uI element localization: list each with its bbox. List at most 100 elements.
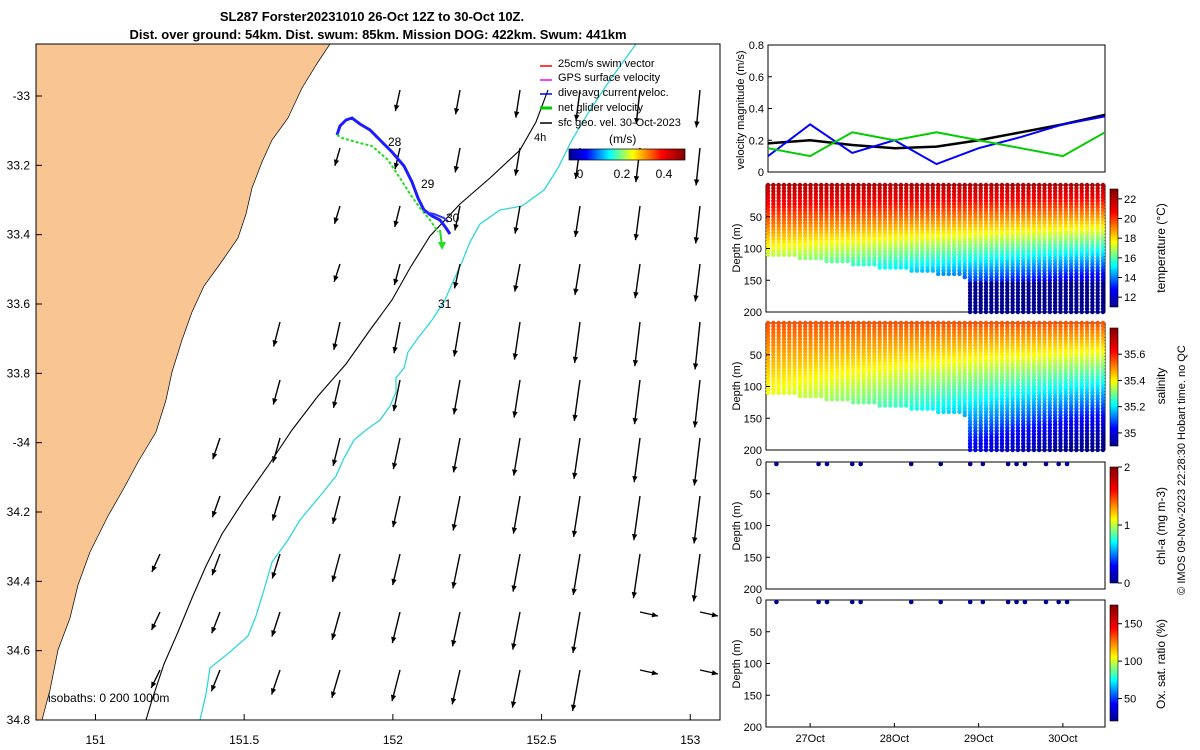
profile-sample [1015, 249, 1021, 254]
profile-sample [941, 182, 946, 188]
profile-sample [803, 201, 808, 207]
velocity-arrowhead [692, 479, 698, 486]
profile-sample [1100, 205, 1106, 210]
profile-sample [1074, 243, 1079, 248]
profile-sample [813, 249, 819, 254]
profile-sample [962, 330, 967, 335]
map-colorbar [568, 148, 686, 161]
profile-sample [904, 211, 909, 216]
profile-sample [1010, 227, 1015, 232]
profile-sample [1100, 255, 1106, 261]
profile-sample [935, 390, 941, 396]
profile-sample [861, 362, 866, 367]
profile-sample [978, 320, 983, 326]
profile-sample [856, 384, 861, 389]
profile-sample [818, 327, 824, 332]
profile-sample [1036, 447, 1042, 453]
profile-sample [866, 198, 872, 204]
profile-sample [818, 255, 824, 261]
velocity-arrow [694, 205, 701, 244]
profile-sample [850, 333, 856, 338]
profile-sample [1031, 320, 1037, 326]
profile-sample [888, 255, 893, 261]
profile-sample [1090, 336, 1095, 342]
profile-sample [797, 214, 803, 219]
profile-sample [1042, 320, 1047, 326]
profile-sample [989, 371, 994, 376]
profile-sample [1090, 293, 1095, 299]
profile-sample [1010, 281, 1015, 286]
profile-sample [1036, 198, 1042, 204]
profile-sample [781, 220, 787, 226]
profile-sample [1074, 425, 1079, 430]
profile-sample [818, 349, 824, 354]
profile-sample [1068, 306, 1074, 312]
profile-sample [840, 249, 845, 254]
profile-sample [1042, 214, 1047, 219]
profile-sample [1058, 262, 1063, 267]
profile-sample [1063, 346, 1068, 351]
profile-sample [1010, 412, 1015, 418]
profile-sample [973, 435, 978, 440]
profile-sample [882, 182, 888, 188]
profile-sample [973, 195, 978, 200]
profile-sample [978, 274, 983, 280]
profile-sample [1015, 327, 1021, 332]
surface-sample [1014, 461, 1019, 467]
profile-sample [888, 323, 893, 329]
profile-sample [989, 390, 994, 396]
surface-sample [938, 599, 944, 605]
profile-sample [898, 368, 904, 373]
profile-sample [941, 327, 946, 332]
profile-sample [787, 227, 792, 232]
profile-sample [818, 346, 824, 351]
profile-sample [898, 355, 904, 361]
profile-sample [1042, 330, 1047, 335]
velocity-arrow [513, 437, 521, 476]
profile-sample [1100, 287, 1106, 292]
profile-sample [1047, 274, 1053, 280]
profile-sample [1084, 365, 1090, 370]
profile-sample [1063, 409, 1068, 415]
profile-sample [818, 230, 824, 235]
profile-sample [951, 185, 957, 191]
profile-sample [1068, 416, 1074, 421]
profile-sample [999, 377, 1005, 383]
profile-sample [920, 249, 925, 254]
profile-sample [946, 217, 951, 223]
profile-sample [962, 259, 967, 264]
profile-sample [1026, 224, 1031, 229]
profile-sample [834, 255, 840, 261]
profile-sample [840, 192, 845, 197]
profile-sample [1063, 290, 1068, 296]
profile-sample [792, 330, 797, 335]
profile-sample [994, 303, 999, 308]
velocity-arrowhead [631, 591, 638, 599]
profile-sample [1079, 278, 1084, 283]
profile-sample [1021, 214, 1026, 219]
profile-sample [813, 233, 819, 238]
profile-sample [994, 336, 999, 342]
profile-sample [1015, 431, 1021, 437]
profile-sample [1005, 406, 1010, 411]
profile-sample [1058, 284, 1063, 289]
profile-sample [872, 198, 877, 204]
profile-sample [1010, 293, 1015, 299]
profile-sample [824, 236, 829, 242]
profile-sample [1090, 374, 1095, 380]
profile-sample [999, 381, 1005, 386]
profile-sample [1021, 333, 1026, 338]
profile-sample [978, 224, 983, 229]
profile-sample [818, 227, 824, 232]
profile-sample [834, 323, 840, 329]
profile-sample [872, 214, 877, 219]
profile-sample [989, 265, 994, 270]
profile-sample [914, 323, 920, 329]
profile-sample [1063, 230, 1068, 235]
profile-sample [818, 185, 824, 191]
profile-sample [803, 239, 808, 245]
profile-sample [925, 393, 930, 399]
profile-sample [813, 323, 819, 329]
profile-sample [1095, 419, 1100, 424]
